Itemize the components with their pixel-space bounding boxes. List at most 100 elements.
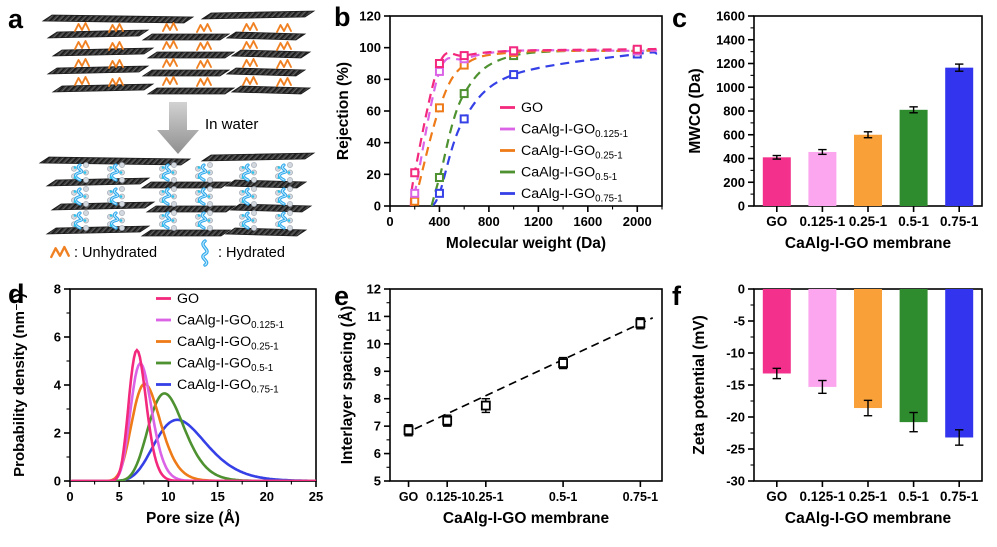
svg-text:800: 800	[723, 104, 745, 119]
go-sheet	[230, 49, 312, 59]
go-sheet	[46, 29, 150, 39]
svg-text:60: 60	[367, 104, 381, 119]
svg-text:0.5-1: 0.5-1	[549, 490, 578, 504]
bar-0.25-1	[854, 134, 882, 206]
go-sheet	[38, 156, 192, 166]
svg-text:0.5-1: 0.5-1	[898, 489, 929, 504]
curve-0.75-1	[70, 418, 316, 481]
svg-text:400: 400	[723, 151, 745, 166]
svg-text:-10: -10	[726, 346, 745, 361]
panel-f-ylabel: Zeta potential (mV)	[691, 315, 708, 455]
bar-GO	[762, 289, 791, 374]
panel-b-letter: b	[334, 2, 351, 32]
svg-text:0.25-1: 0.25-1	[468, 490, 503, 504]
point-0.25-1	[480, 400, 491, 411]
svg-text:20: 20	[367, 167, 381, 182]
unhydrated-squiggle-icon	[162, 76, 178, 86]
go-sheet	[229, 203, 313, 213]
svg-text:0.125-1: 0.125-1	[800, 214, 846, 229]
svg-text:0.125-1: 0.125-1	[426, 490, 468, 504]
svg-text:6: 6	[54, 330, 61, 345]
go-sheet	[224, 179, 308, 189]
svg-text:80: 80	[367, 72, 381, 87]
panel-e-axes: 5 6 7 8 9 10 11 12 GO 0.125-1 0.25-1 0.5-1 0.75-1 CaA…	[339, 282, 663, 527]
panel-f-bars	[762, 289, 974, 446]
svg-text:GO: GO	[766, 214, 787, 229]
bar-0.125-1	[808, 151, 837, 206]
panel-d-axes: 0 2 4 6 8 0 5 10 15 20 25 Pore size (Å) Probability …	[11, 282, 323, 528]
panel-f-axes: 0 -5 -10 -15 -20 -25 -30 GO 0.125-1 0.25-1 0.5-1 0.…	[691, 282, 983, 527]
svg-text:8: 8	[374, 391, 381, 406]
svg-text:1200: 1200	[716, 56, 745, 71]
panel-e-xlabel: CaAlg-I-GO membrane	[443, 510, 610, 527]
panel-c-bars	[762, 63, 974, 206]
go-sheet	[224, 227, 308, 237]
svg-text:1600: 1600	[573, 214, 602, 229]
svg-text:120: 120	[359, 9, 381, 24]
go-membrane-schematic: In water: Unhydrated: Hydrated	[38, 10, 316, 267]
svg-text:1400: 1400	[716, 32, 745, 47]
unhydrated-squiggle-icon	[242, 76, 258, 86]
panel-b-legend: GO CaAlg-I-GO0.125-1 CaAlg-I-GO0.25-1 CaAlg…	[500, 100, 628, 205]
svg-text:2000: 2000	[623, 214, 652, 229]
panel-a: a In water: Unhydrated: Hydrated	[0, 0, 330, 272]
legend-label: GO	[521, 100, 543, 116]
svg-text:0: 0	[66, 489, 73, 504]
point-0.5-1	[558, 358, 568, 368]
unhydrated-squiggle-icon	[276, 59, 292, 69]
legend-label: CaAlg-I-GO0.125-1	[177, 313, 284, 332]
panel-c-xlabel: CaAlg-I-GO membrane	[785, 235, 952, 252]
panel-d-curves	[70, 348, 316, 481]
point-0.75-1	[635, 318, 646, 329]
panel-d-ylabel: Probability density (nm⁻¹)	[11, 293, 28, 477]
unhydrated-squiggle-icon	[108, 41, 124, 51]
unhydrated-squiggle-icon	[242, 22, 258, 32]
svg-text:40: 40	[367, 135, 381, 150]
svg-text:-30: -30	[726, 474, 745, 489]
unhydrated-squiggle-icon	[196, 59, 212, 69]
svg-text:1200: 1200	[524, 214, 553, 229]
curve-0.25-1	[70, 382, 316, 481]
unhydrated-squiggle-icon	[74, 58, 90, 68]
panel-d-pore-size-chart: 0 2 4 6 8 0 5 10 15 20 25 Pore size (Å) Probability …	[11, 282, 323, 528]
svg-text:4: 4	[54, 378, 62, 393]
legend-label: CaAlg-I-GO0.5-1	[521, 165, 617, 184]
bar-0.75-1	[945, 67, 974, 206]
svg-text:0.75-1: 0.75-1	[940, 489, 979, 504]
go-sheet	[45, 225, 151, 235]
hydrated-label: : Hydrated	[218, 245, 285, 261]
panel-e-points	[403, 317, 646, 437]
bar-0.5-1	[899, 289, 928, 423]
panel-c-letter: c	[672, 3, 688, 33]
legend-label: CaAlg-I-GO0.5-1	[177, 356, 273, 375]
unhydrated-squiggle-icon	[162, 58, 178, 68]
svg-text:GO: GO	[399, 490, 419, 504]
unhydrated-squiggle-icon	[196, 41, 212, 51]
svg-text:0.25-1: 0.25-1	[849, 489, 888, 504]
panel-d: d 0 2 4 6 8 0 5 10 15 20 25 Pore size (Å) Probabilit…	[0, 275, 330, 547]
unhydrated-squiggle-icon	[74, 22, 90, 32]
panel-d-xlabel: Pore size (Å)	[146, 510, 240, 527]
panel-e-interlayer-chart: 5 6 7 8 9 10 11 12 GO 0.125-1 0.25-1 0.5-1 0.75-1 CaA…	[339, 282, 663, 527]
panel-a-schematic: In water: Unhydrated: Hydrated	[38, 10, 316, 267]
panel-b-xlabel: Molecular weight (Da)	[446, 235, 606, 252]
svg-text:GO: GO	[766, 489, 787, 504]
panel-f-xlabel: CaAlg-I-GO membrane	[785, 510, 952, 527]
svg-text:9: 9	[374, 364, 381, 379]
point-0.125-1	[442, 415, 453, 426]
legend-label: CaAlg-I-GO0.25-1	[521, 143, 623, 162]
unhydrated-squiggle-icon	[242, 40, 258, 50]
svg-text:12: 12	[367, 282, 381, 297]
svg-text:0.125-1: 0.125-1	[800, 489, 846, 504]
svg-text:6: 6	[374, 446, 381, 461]
unhydrated-squiggle-icon	[276, 23, 292, 33]
panel-d-letter: d	[8, 279, 25, 309]
svg-text:-5: -5	[733, 314, 745, 329]
go-sheet	[140, 181, 232, 189]
svg-text:0.5-1: 0.5-1	[898, 214, 929, 229]
panel-b-ylabel: Rejection (%)	[335, 62, 352, 160]
svg-text:-20: -20	[726, 410, 745, 425]
